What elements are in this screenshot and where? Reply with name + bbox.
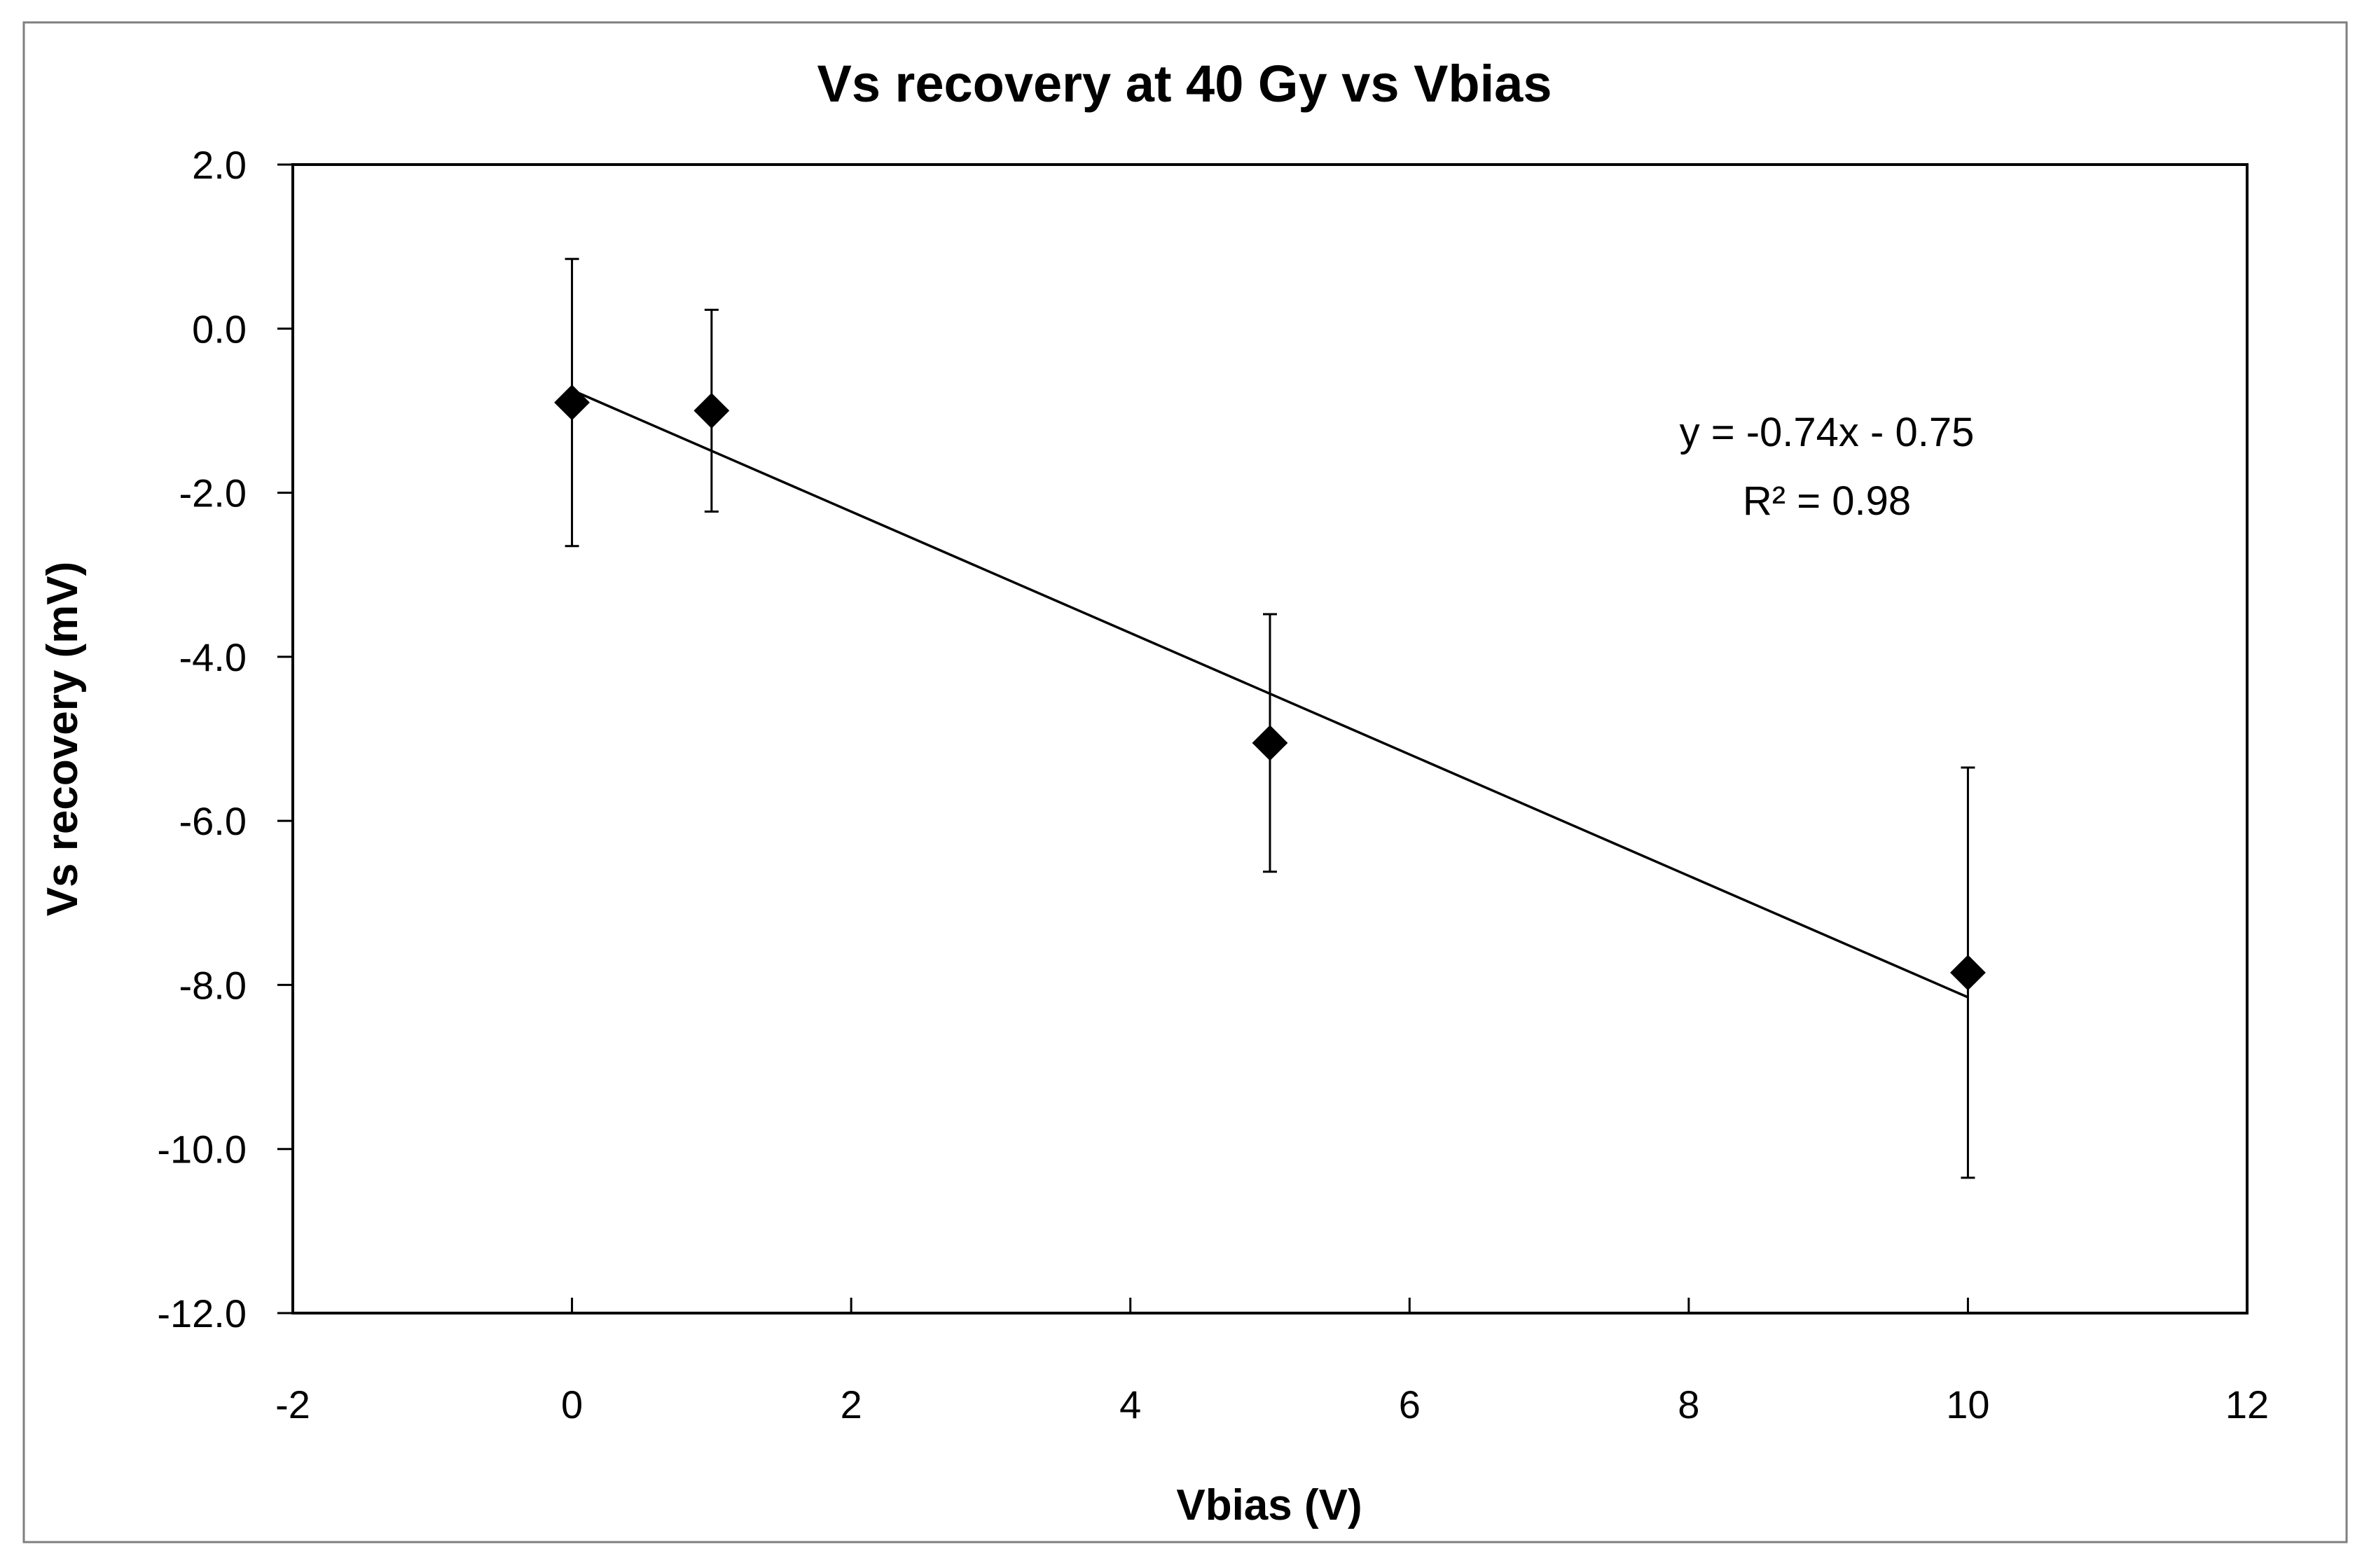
data-point (693, 393, 730, 429)
y-tick-label: -8.0 (179, 963, 247, 1007)
chart-outer-border (22, 21, 2348, 1543)
y-tick-label: -2.0 (179, 471, 247, 515)
data-point (554, 384, 590, 421)
x-tick-label: 10 (1946, 1382, 1989, 1427)
trendline-equation: y = -0.74x - 0.75 (1680, 410, 1975, 455)
x-axis-title: Vbias (V) (1176, 1481, 1362, 1529)
data-point (1252, 725, 1288, 761)
x-tick-label: 4 (1119, 1382, 1141, 1427)
x-tick-label: 2 (841, 1382, 862, 1427)
y-tick-label: 0.0 (192, 307, 247, 351)
trendline-r-squared: R² = 0.98 (1743, 478, 1911, 524)
x-tick-label: 8 (1678, 1382, 1699, 1427)
chart-title: Vs recovery at 40 Gy vs Vbias (817, 55, 1552, 113)
y-tick-label: -4.0 (179, 635, 247, 679)
x-tick-label: -2 (275, 1382, 310, 1427)
y-tick-label: -10.0 (157, 1128, 247, 1172)
y-tick-label: -6.0 (179, 799, 247, 843)
y-tick-label: 2.0 (192, 143, 247, 187)
y-tick-label: -12.0 (157, 1291, 247, 1335)
x-tick-label: 12 (2225, 1382, 2269, 1427)
plot-area (291, 163, 2249, 1314)
data-point (1950, 955, 1986, 991)
x-tick-label: 6 (1399, 1382, 1421, 1427)
x-tick-label: 0 (561, 1382, 583, 1427)
y-axis-title: Vs recovery (mV) (39, 562, 87, 917)
